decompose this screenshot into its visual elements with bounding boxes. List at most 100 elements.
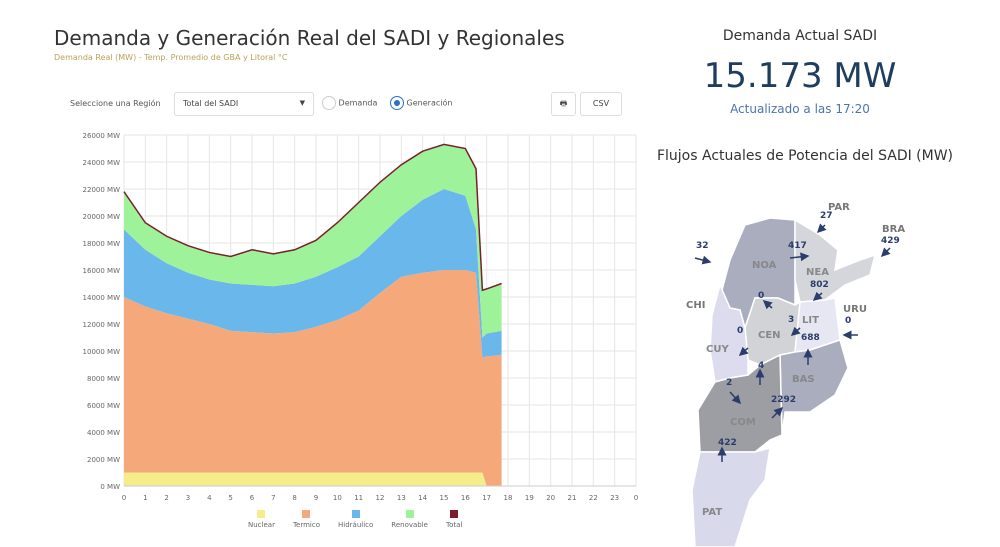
- y-tick-label: 14000 MW: [83, 294, 121, 302]
- area-renovable: [124, 144, 502, 338]
- flow-value-bas-lit: 688: [801, 333, 820, 343]
- region-label-bas: BAS: [792, 374, 815, 385]
- flow-value-noa-cen: 0: [758, 291, 764, 301]
- x-tick-label: 0: [634, 494, 638, 502]
- flow-value-com-cen: 4: [758, 361, 764, 371]
- flow-value-uru: 0: [845, 316, 851, 326]
- flow-value-lit-cen: 3: [788, 315, 794, 325]
- legend-label: Renovable: [391, 521, 428, 529]
- flow-arrow-icon: [816, 223, 827, 234]
- flow-value-cuy-cen: 0: [737, 326, 743, 336]
- region-label-pat: PAT: [702, 507, 722, 518]
- country-label-uru: URU: [843, 304, 867, 315]
- y-tick-label: 26000 MW: [83, 132, 121, 140]
- flow-arrow-icon: [790, 326, 801, 336]
- region-label-lit: LIT: [802, 315, 819, 326]
- radio-generacion[interactable]: Generación: [390, 96, 452, 110]
- region-select-value: Total del SADI: [183, 99, 239, 108]
- legend-label: Nuclear: [248, 521, 275, 529]
- y-tick-label: 2000 MW: [87, 456, 120, 464]
- generation-chart: 0 MW 2000 MW 4000 MW 6000 MW 8000 MW 10000 MW…: [83, 132, 639, 502]
- y-tick-label: 4000 MW: [87, 429, 120, 437]
- region-label-com: COM: [730, 417, 756, 428]
- legend-swatch: [257, 510, 266, 518]
- flow-value-nea-lit: 802: [810, 280, 829, 290]
- flow-arrow-icon: [694, 255, 712, 265]
- flow-arrow-icon: [812, 291, 823, 301]
- x-tick-label: 8: [292, 494, 296, 502]
- y-tick-label: 8000 MW: [87, 375, 120, 383]
- region-label-nea: NEA: [806, 267, 829, 278]
- radio-icon[interactable]: [322, 96, 336, 110]
- flow-arrow-icon: [880, 247, 891, 258]
- flow-value-bra: 429: [881, 236, 900, 246]
- radio-demanda-label: Demanda: [338, 98, 378, 108]
- legend-label: Total: [445, 521, 463, 529]
- x-tick-label: 20: [546, 494, 555, 502]
- legend-item-nuclear[interactable]: Nuclear: [248, 510, 275, 529]
- region-select[interactable]: Total del SADI ▼: [174, 92, 314, 116]
- legend-item-renovable[interactable]: Renovable: [391, 510, 428, 529]
- x-tick-label: 6: [250, 494, 255, 502]
- y-tick-label: 24000 MW: [83, 159, 121, 167]
- x-tick-label: 9: [314, 494, 318, 502]
- radio-generacion-label: Generación: [406, 98, 453, 108]
- x-tick-label: 15: [440, 494, 449, 502]
- flow-arrow-icon: [789, 252, 810, 262]
- print-button[interactable]: 🖶: [551, 92, 576, 116]
- legend-label: Hidráulico: [338, 521, 374, 529]
- x-tick-label: 17: [482, 494, 491, 502]
- y-tick-label: 0 MW: [100, 483, 120, 491]
- area-nuclear: [124, 472, 502, 486]
- flow-arrow-icon: [762, 300, 773, 310]
- radio-selected-icon[interactable]: [390, 96, 404, 110]
- area-hidráulico: [124, 189, 502, 358]
- legend-item-termico[interactable]: Termico: [293, 510, 320, 529]
- x-tick-label: 3: [186, 494, 190, 502]
- y-tick-label: 10000 MW: [83, 348, 121, 356]
- x-tick-label: 18: [504, 494, 513, 502]
- legend-swatch: [302, 510, 311, 518]
- region-bas[interactable]: [779, 339, 849, 436]
- flow-value-cuy-com: 2: [726, 378, 732, 388]
- demand-title: Demanda Actual SADI: [722, 28, 878, 44]
- flow-arrow-icon: [729, 391, 742, 405]
- x-tick-label: 7: [271, 494, 275, 502]
- x-tick-label: 16: [461, 494, 470, 502]
- x-tick-label: 11: [354, 494, 363, 502]
- print-icon: 🖶: [559, 99, 568, 108]
- x-tick-label: 13: [397, 494, 406, 502]
- legend-item-total[interactable]: Total: [446, 510, 462, 529]
- region-label-cen: CEN: [758, 330, 781, 341]
- y-tick-label: 22000 MW: [83, 186, 121, 194]
- area-termico: [124, 270, 502, 486]
- region-label-noa: NOA: [752, 260, 777, 271]
- x-tick-label: 2: [164, 494, 168, 502]
- demand-updated: Actualizado a las 17:20: [730, 102, 870, 116]
- radio-demanda[interactable]: Demanda: [322, 96, 377, 110]
- x-tick-label: 0: [122, 494, 126, 502]
- x-tick-label: 21: [568, 494, 577, 502]
- region-nea[interactable]: [794, 218, 877, 303]
- csv-button[interactable]: CSV: [580, 92, 622, 116]
- page-title: Demanda y Generación Real del SADI y Reg…: [54, 26, 565, 50]
- y-tick-label: 16000 MW: [83, 267, 121, 275]
- flow-value-par: 27: [820, 211, 833, 221]
- line-total: [123, 143, 502, 292]
- demand-value: 15.173 MW: [703, 56, 897, 96]
- x-tick-label: 22: [589, 494, 598, 502]
- chart-subtitle: Demanda Real (MW) - Temp. Promedio de GB…: [54, 53, 288, 62]
- legend-item-hidráulico[interactable]: Hidráulico: [338, 510, 373, 529]
- legend-swatch: [351, 510, 360, 518]
- legend-swatch: [405, 510, 414, 518]
- country-label-bra: BRA: [882, 224, 905, 235]
- chevron-down-icon: ▼: [299, 99, 305, 107]
- flow-value-pat-com: 422: [718, 438, 737, 448]
- x-tick-label: 14: [418, 494, 427, 502]
- legend-label: Termico: [292, 521, 320, 529]
- region-label: Seleccione una Región: [70, 99, 161, 108]
- chart-legend: Nuclear Termico Hidráulico Renovable Total: [248, 510, 462, 529]
- region-pat[interactable]: [691, 446, 771, 547]
- x-tick-label: 12: [376, 494, 385, 502]
